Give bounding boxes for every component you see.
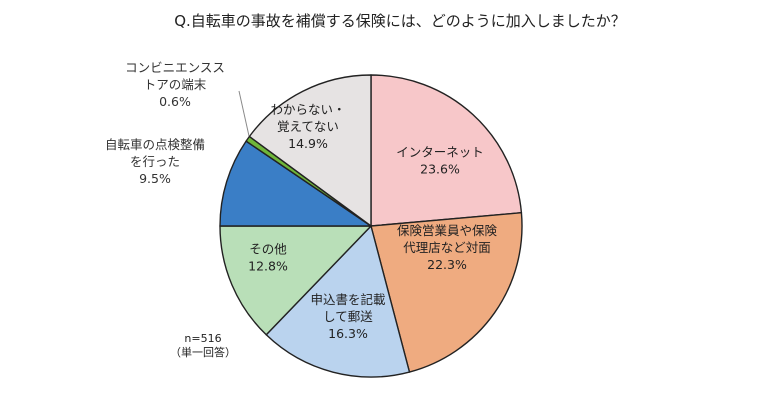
slice-label-4: その他 12.8% xyxy=(248,242,288,274)
pie-slice-2 xyxy=(370,212,523,373)
slice-value: 9.5% xyxy=(139,171,171,186)
slice-value: 12.8% xyxy=(248,259,288,274)
pie-slice-3 xyxy=(265,225,411,378)
leader-line xyxy=(238,90,250,137)
slice-category: コンビニエンスス xyxy=(125,60,225,75)
slice-category: インターネット xyxy=(396,145,484,160)
slice-label-7: わからない・覚えてない 14.9% xyxy=(270,102,345,151)
slice-value: 23.6% xyxy=(420,162,460,177)
slice-category: を行った xyxy=(130,154,180,169)
slice-label-3: 申込書を記載して郵送 16.3% xyxy=(310,292,386,341)
answer-type-note: （単一回答） xyxy=(170,346,236,359)
slice-category: 申込書を記載 xyxy=(310,292,386,307)
chart-title: Q.自転車の事故を補償する保険には、どのように加入しましたか？ xyxy=(174,12,626,30)
sample-size: n=516 xyxy=(184,332,222,345)
slice-label-1: インターネット 23.6% xyxy=(396,145,484,177)
pie-slice-4 xyxy=(219,225,372,336)
slice-category: 覚えてない xyxy=(277,119,339,134)
slice-label-2: 保険営業員や保険代理店など対面 22.3% xyxy=(397,223,498,272)
slice-value: 16.3% xyxy=(328,326,368,341)
sample-size-label: n=516 （単一回答） xyxy=(170,332,236,360)
slice-value: 0.6% xyxy=(159,94,191,109)
slice-category: 自転車の点検整備 xyxy=(105,137,205,152)
pie-slice-5 xyxy=(219,140,372,227)
slice-category: わからない・ xyxy=(270,102,345,117)
slice-category: して郵送 xyxy=(323,309,373,324)
slice-category: 代理店など対面 xyxy=(403,240,491,255)
slice-value: 22.3% xyxy=(427,257,467,272)
slice-label-6: コンビニエンスストアの端末 0.6% xyxy=(125,60,225,109)
slice-value: 14.9% xyxy=(288,136,328,151)
slice-category: 保険営業員や保険 xyxy=(397,223,498,238)
pie-slice-1 xyxy=(370,74,523,227)
pie-slice-7 xyxy=(248,74,372,227)
slice-label-5: 自転車の点検整備を行った 9.5% xyxy=(105,137,205,186)
slice-category: トアの端末 xyxy=(144,77,207,92)
slice-category: その他 xyxy=(249,242,287,257)
